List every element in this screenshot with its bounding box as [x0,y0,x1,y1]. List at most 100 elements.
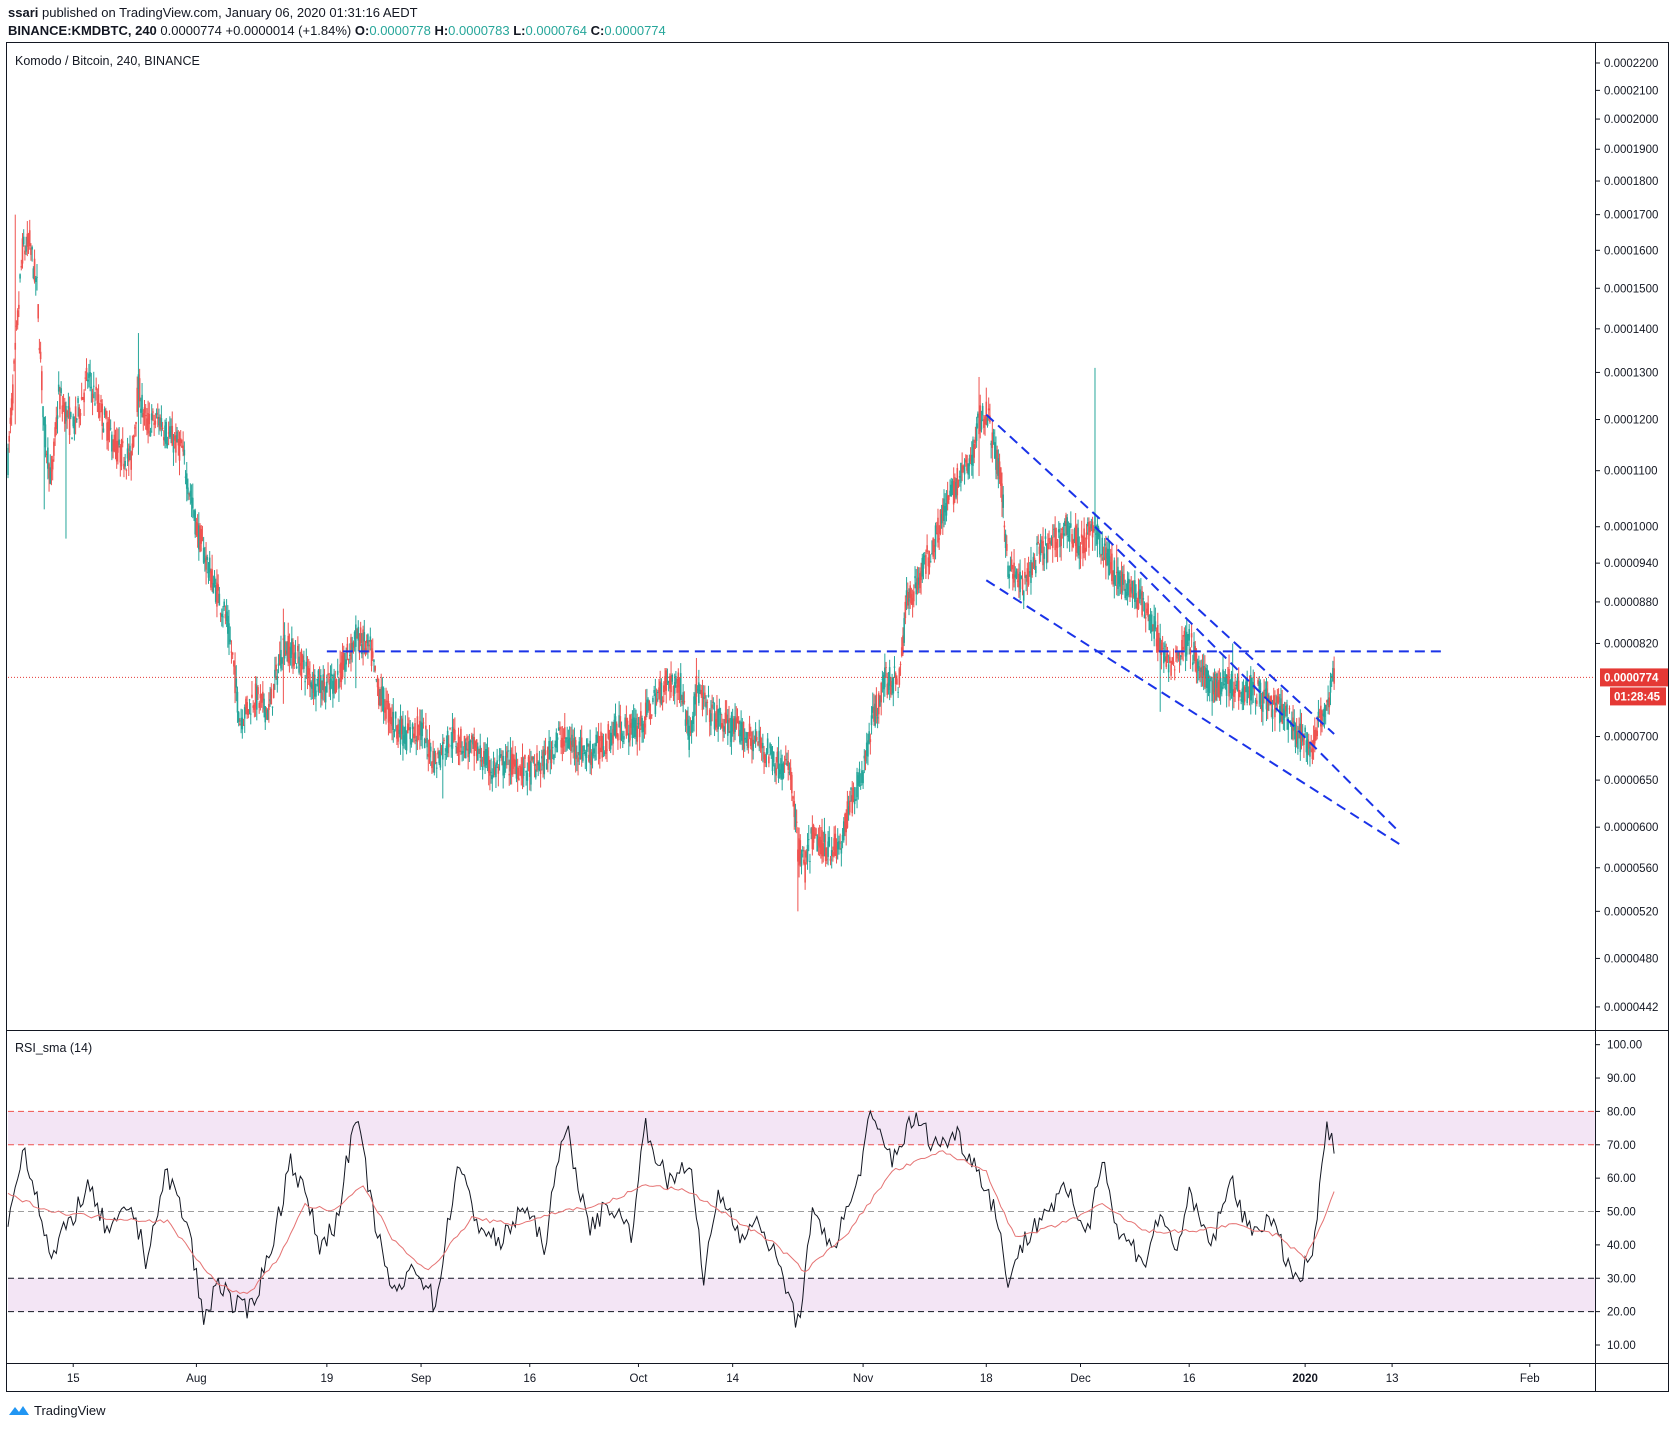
candle-body [1125,591,1128,597]
candle-body [863,755,866,759]
candle-body [902,635,904,654]
candle-body [36,276,38,278]
candle-body [247,709,250,715]
candle-body [44,424,47,448]
candle-body [258,702,261,708]
trendlines[interactable] [326,413,1443,845]
candle-body [873,707,875,722]
candle-body [1285,705,1287,712]
candle-body [768,756,770,764]
candle-body [934,525,937,547]
candle-body [355,624,357,647]
candle-body [1066,517,1069,535]
candle-body [1206,669,1209,689]
candle-body [791,774,793,794]
candle-body [736,716,739,724]
candle-body [315,690,317,697]
candle-body [175,435,177,453]
candle-body [799,840,802,864]
candle-body [1190,633,1193,638]
candle-body [167,432,170,434]
candle-body [1315,729,1317,741]
candle-body [55,417,58,430]
candle-body [359,627,362,644]
candle-body [332,680,334,694]
candle-body [787,761,790,770]
candle-body [1004,533,1007,549]
candle-body [586,743,589,747]
candle-body [634,719,636,737]
candle-body [875,694,878,717]
candle-body [1221,686,1223,692]
symbol-name[interactable]: BINANCE:KMDBTC, 240 [8,23,157,38]
time-tick-label: Feb [1520,1373,1540,1385]
candle-body [1016,580,1019,582]
candle-body [786,762,788,766]
candle-body [137,374,140,390]
candle-body [611,735,613,740]
candle-body [1047,542,1049,550]
candle-body [730,715,733,743]
candle-body [437,751,439,755]
candle-body [638,728,641,738]
last-price-badge-label: 0.0000774 [1604,672,1659,684]
candle-body [1210,677,1212,680]
candle-body [155,412,158,415]
candle-body [61,405,64,414]
candle-body [66,410,68,418]
candle-body [1019,571,1021,593]
low-label: L: [513,23,526,38]
candle-body [722,724,724,732]
candle-body [1248,680,1251,700]
candle-body [280,649,282,669]
trendline[interactable] [985,413,1335,735]
candle-body [8,435,11,442]
trendline[interactable] [1094,526,1401,833]
candle-body [905,590,908,598]
candle-body [1106,553,1108,559]
publisher-name[interactable]: ssari [8,5,39,20]
candle-body [435,767,438,769]
candle-body [776,751,779,763]
candle-body [1141,590,1143,616]
candle-body [1172,661,1175,665]
candle-body [1080,534,1083,538]
rsi-line [7,1109,1335,1328]
candle-body [1074,525,1077,546]
candle-body [342,652,345,670]
price-tick-label: 0.0001800 [1604,176,1658,188]
candle-body [1316,730,1319,737]
trendline[interactable] [985,579,1400,845]
candle-body [344,663,346,672]
candle-body [429,746,432,752]
candle-body [817,839,820,846]
candle-body [1055,542,1058,548]
candle-body [388,708,391,722]
candle-body [528,760,531,777]
candle-body [374,665,376,671]
candle-body [1230,673,1233,691]
candle-body [469,740,472,743]
candle-body [68,407,71,436]
chart-canvas[interactable]: 0.0002200 0.0002100 0.0002000 0.0001900 0.00… [0,0,1675,1400]
candle-body [830,850,833,857]
candle-body [1297,732,1299,749]
tradingview-footer[interactable]: TradingView [8,1403,106,1418]
candle-body [751,731,753,751]
candle-body [880,682,883,703]
candle-body [1303,733,1305,745]
candle-body [403,735,405,743]
candle-body [204,558,206,562]
candle-body [1090,524,1093,529]
candle-body [457,734,460,753]
candle-body [361,644,363,655]
candle-body [235,678,238,688]
candle-body [661,700,664,704]
candle-body [861,770,863,783]
price-tick-label: 0.0001100 [1604,466,1658,478]
candle-body [72,416,75,427]
candle-body [326,681,328,693]
candle-body [206,557,209,561]
candle-body [335,679,338,690]
candle-body [287,635,290,663]
